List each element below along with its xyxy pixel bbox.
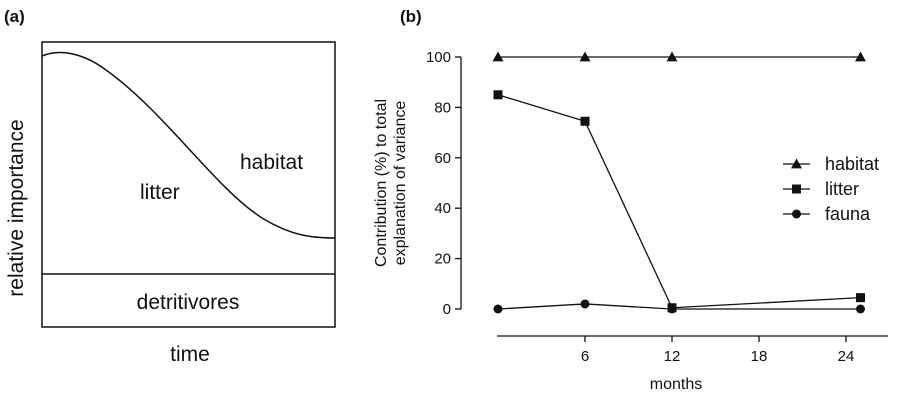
fauna-data-point: [493, 304, 503, 314]
series-fauna: [493, 299, 865, 314]
series-litter: [493, 90, 865, 313]
litter-data-point: [580, 116, 590, 126]
y-tick-label: 40: [434, 200, 451, 217]
legend: habitat litter fauna: [783, 154, 879, 224]
legend-square-marker: [792, 184, 801, 194]
y-axis-label-line-1: Contribution (%) to total: [373, 99, 390, 267]
litter-data-point: [856, 293, 865, 303]
series-layer: [492, 51, 866, 314]
legend-item-habitat: habitat: [783, 154, 879, 174]
panel-b: (b) 0 20 40 60 80 100 6 12 18 24 months Contribu…: [373, 7, 888, 393]
legend-label: fauna: [825, 204, 871, 224]
y-tick-label: 0: [443, 301, 451, 318]
x-tick-label: 18: [751, 348, 768, 365]
habitat-data-point: [855, 51, 866, 62]
detritivores-label: detritivores: [137, 291, 240, 314]
y-axis-label-line-2: explanation of variance: [392, 101, 409, 266]
habitat-data-point: [579, 51, 591, 62]
habitat-data-point: [666, 51, 678, 62]
litter-series-line: [497, 94, 861, 309]
panel-a-label: (a): [4, 7, 25, 26]
y-tick-label: 80: [434, 99, 451, 116]
x-axis-label: months: [650, 376, 702, 393]
habitat-label: habitat: [240, 151, 303, 174]
legend-label: habitat: [825, 154, 879, 174]
litter-data-point: [493, 90, 503, 100]
fauna-data-point: [856, 304, 865, 314]
fauna-data-point: [667, 304, 677, 314]
legend-label: litter: [825, 179, 859, 199]
legend-item-litter: litter: [783, 179, 859, 199]
x-tick-label: 12: [664, 348, 681, 365]
legend-circle-marker: [792, 209, 801, 219]
legend-triangle-marker: [791, 158, 802, 169]
y-tick-label: 100: [426, 49, 451, 66]
litter-label: litter: [140, 181, 180, 204]
x-tick-label: 24: [838, 348, 855, 365]
y-tick-label: 60: [434, 150, 451, 167]
y-tick-label: 20: [434, 251, 451, 268]
habitat-data-point: [492, 51, 504, 62]
y-axis-ticks: 0 20 40 60 80 100: [426, 49, 461, 318]
legend-item-fauna: fauna: [783, 204, 871, 224]
x-tick-label: 6: [581, 348, 589, 365]
panel-a: (a) habitat litter detritivores time rel…: [4, 7, 336, 366]
fauna-data-point: [580, 299, 590, 309]
panel-a-y-axis-label: relative importance: [5, 119, 28, 296]
series-habitat: [492, 51, 866, 62]
habitat-litter-boundary-curve: [41, 51, 336, 239]
fauna-series-line: [497, 303, 861, 310]
y-axis-label: Contribution (%) to total explanation of…: [373, 99, 409, 267]
panel-b-label: (b): [400, 7, 422, 26]
panel-a-frame: [41, 41, 336, 328]
panel-a-x-axis-label: time: [170, 343, 210, 366]
x-axis-ticks: 6 12 18 24: [581, 336, 855, 365]
